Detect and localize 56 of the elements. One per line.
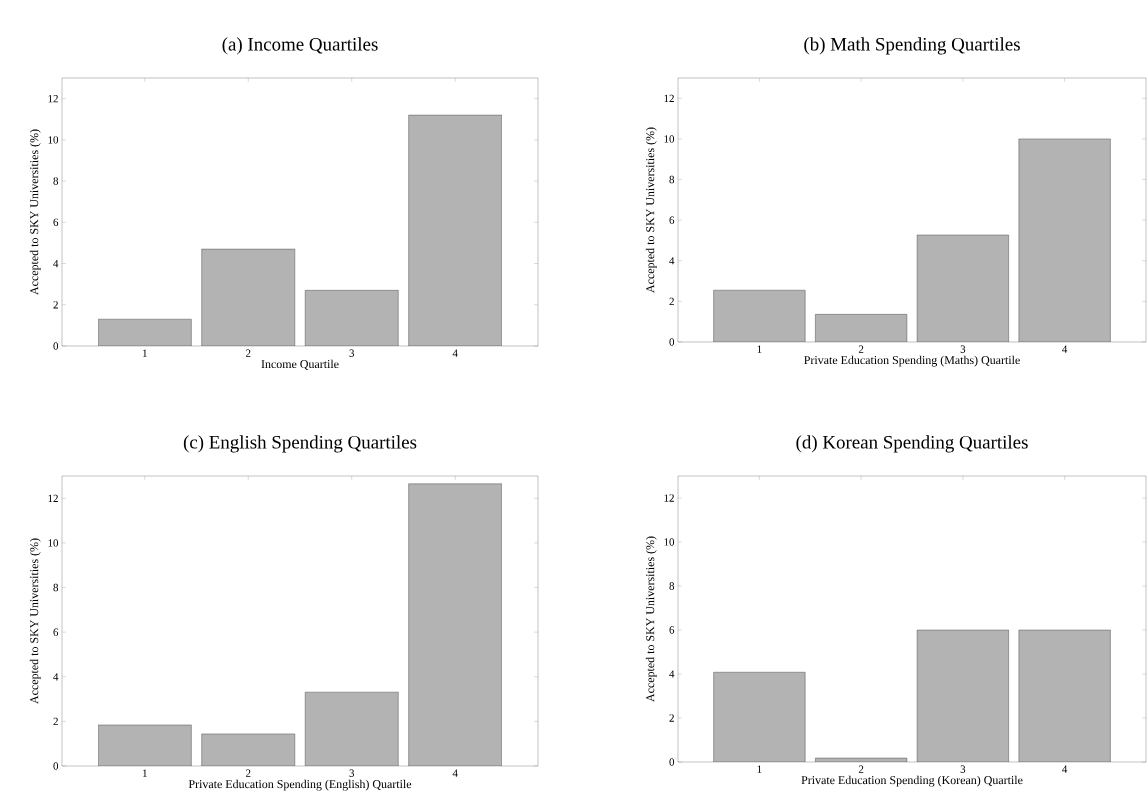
y-tick-label: 4 xyxy=(669,670,675,678)
y-tick-label: 8 xyxy=(669,175,675,184)
y-tick-label: 2 xyxy=(53,717,58,726)
y-tick-label: 8 xyxy=(53,177,59,185)
x-axis-title: Private Education Spending (Korean) Quartile xyxy=(801,775,1023,787)
x-tick-label: 4 xyxy=(452,349,458,357)
y-tick-label: 6 xyxy=(53,628,59,636)
x-tick-label: 2 xyxy=(246,769,251,777)
y-tick-label: 6 xyxy=(53,218,59,226)
y-tick-label: 10 xyxy=(48,136,59,144)
x-axis-title: Income Quartile xyxy=(261,359,339,370)
x-tick-label: 3 xyxy=(960,345,966,353)
y-axis-title: Accepted to SKY Universities (%) xyxy=(29,129,41,295)
y-tick-label: 0 xyxy=(669,338,675,346)
x-axis-title: Private Education Spending (Maths) Quartile xyxy=(804,355,1020,367)
y-tick-label: 0 xyxy=(53,342,59,350)
y-tick-label: 10 xyxy=(664,538,675,546)
y-tick-label: 10 xyxy=(664,135,675,143)
chart-title: (a) Income Quartiles xyxy=(222,37,378,55)
x-tick-label: 4 xyxy=(1062,765,1068,773)
y-tick-label: 2 xyxy=(669,297,674,306)
y-tick-label: 0 xyxy=(53,762,59,770)
x-tick-label: 3 xyxy=(960,765,966,773)
y-tick-label: 6 xyxy=(669,216,675,224)
y-axis-title: Accepted to SKY Universities (%) xyxy=(29,538,41,704)
x-tick-label: 1 xyxy=(143,769,147,777)
y-axis-title: Accepted to SKY Universities (%) xyxy=(645,127,657,293)
x-tick-label: 4 xyxy=(1062,345,1068,353)
chart-title: (b) Math Spending Quartiles xyxy=(804,37,1020,55)
y-tick-label: 10 xyxy=(48,539,59,547)
x-tick-label: 2 xyxy=(858,345,864,353)
x-tick-label: 3 xyxy=(349,349,355,357)
y-tick-label: 4 xyxy=(669,257,675,265)
x-axis-title: Private Education Spending (English) Quartile xyxy=(188,779,412,791)
x-tick-label: 1 xyxy=(757,765,762,773)
x-tick-label: 1 xyxy=(143,349,147,357)
x-tick-label: 1 xyxy=(757,345,762,353)
x-tick-label: 2 xyxy=(858,765,864,773)
chart-title: (c) English Spending Quartiles xyxy=(183,435,417,453)
y-tick-label: 12 xyxy=(664,94,674,102)
y-tick-label: 8 xyxy=(669,582,675,590)
y-tick-label: 12 xyxy=(664,494,674,502)
y-tick-label: 2 xyxy=(669,714,674,722)
y-tick-label: 12 xyxy=(48,94,58,103)
y-tick-label: 4 xyxy=(53,673,59,681)
y-tick-label: 6 xyxy=(669,626,675,634)
x-tick-label: 3 xyxy=(349,769,355,777)
y-tick-label: 8 xyxy=(53,583,59,592)
chart-title: (d) Korean Spending Quartiles xyxy=(796,435,1028,453)
x-tick-label: 4 xyxy=(452,769,458,777)
y-tick-label: 12 xyxy=(48,494,58,502)
y-tick-label: 0 xyxy=(669,758,675,766)
x-tick-label: 2 xyxy=(246,349,251,357)
y-tick-label: 4 xyxy=(53,259,59,268)
y-axis-title: Accepted to SKY Universities (%) xyxy=(645,536,657,702)
y-tick-label: 2 xyxy=(53,301,58,309)
